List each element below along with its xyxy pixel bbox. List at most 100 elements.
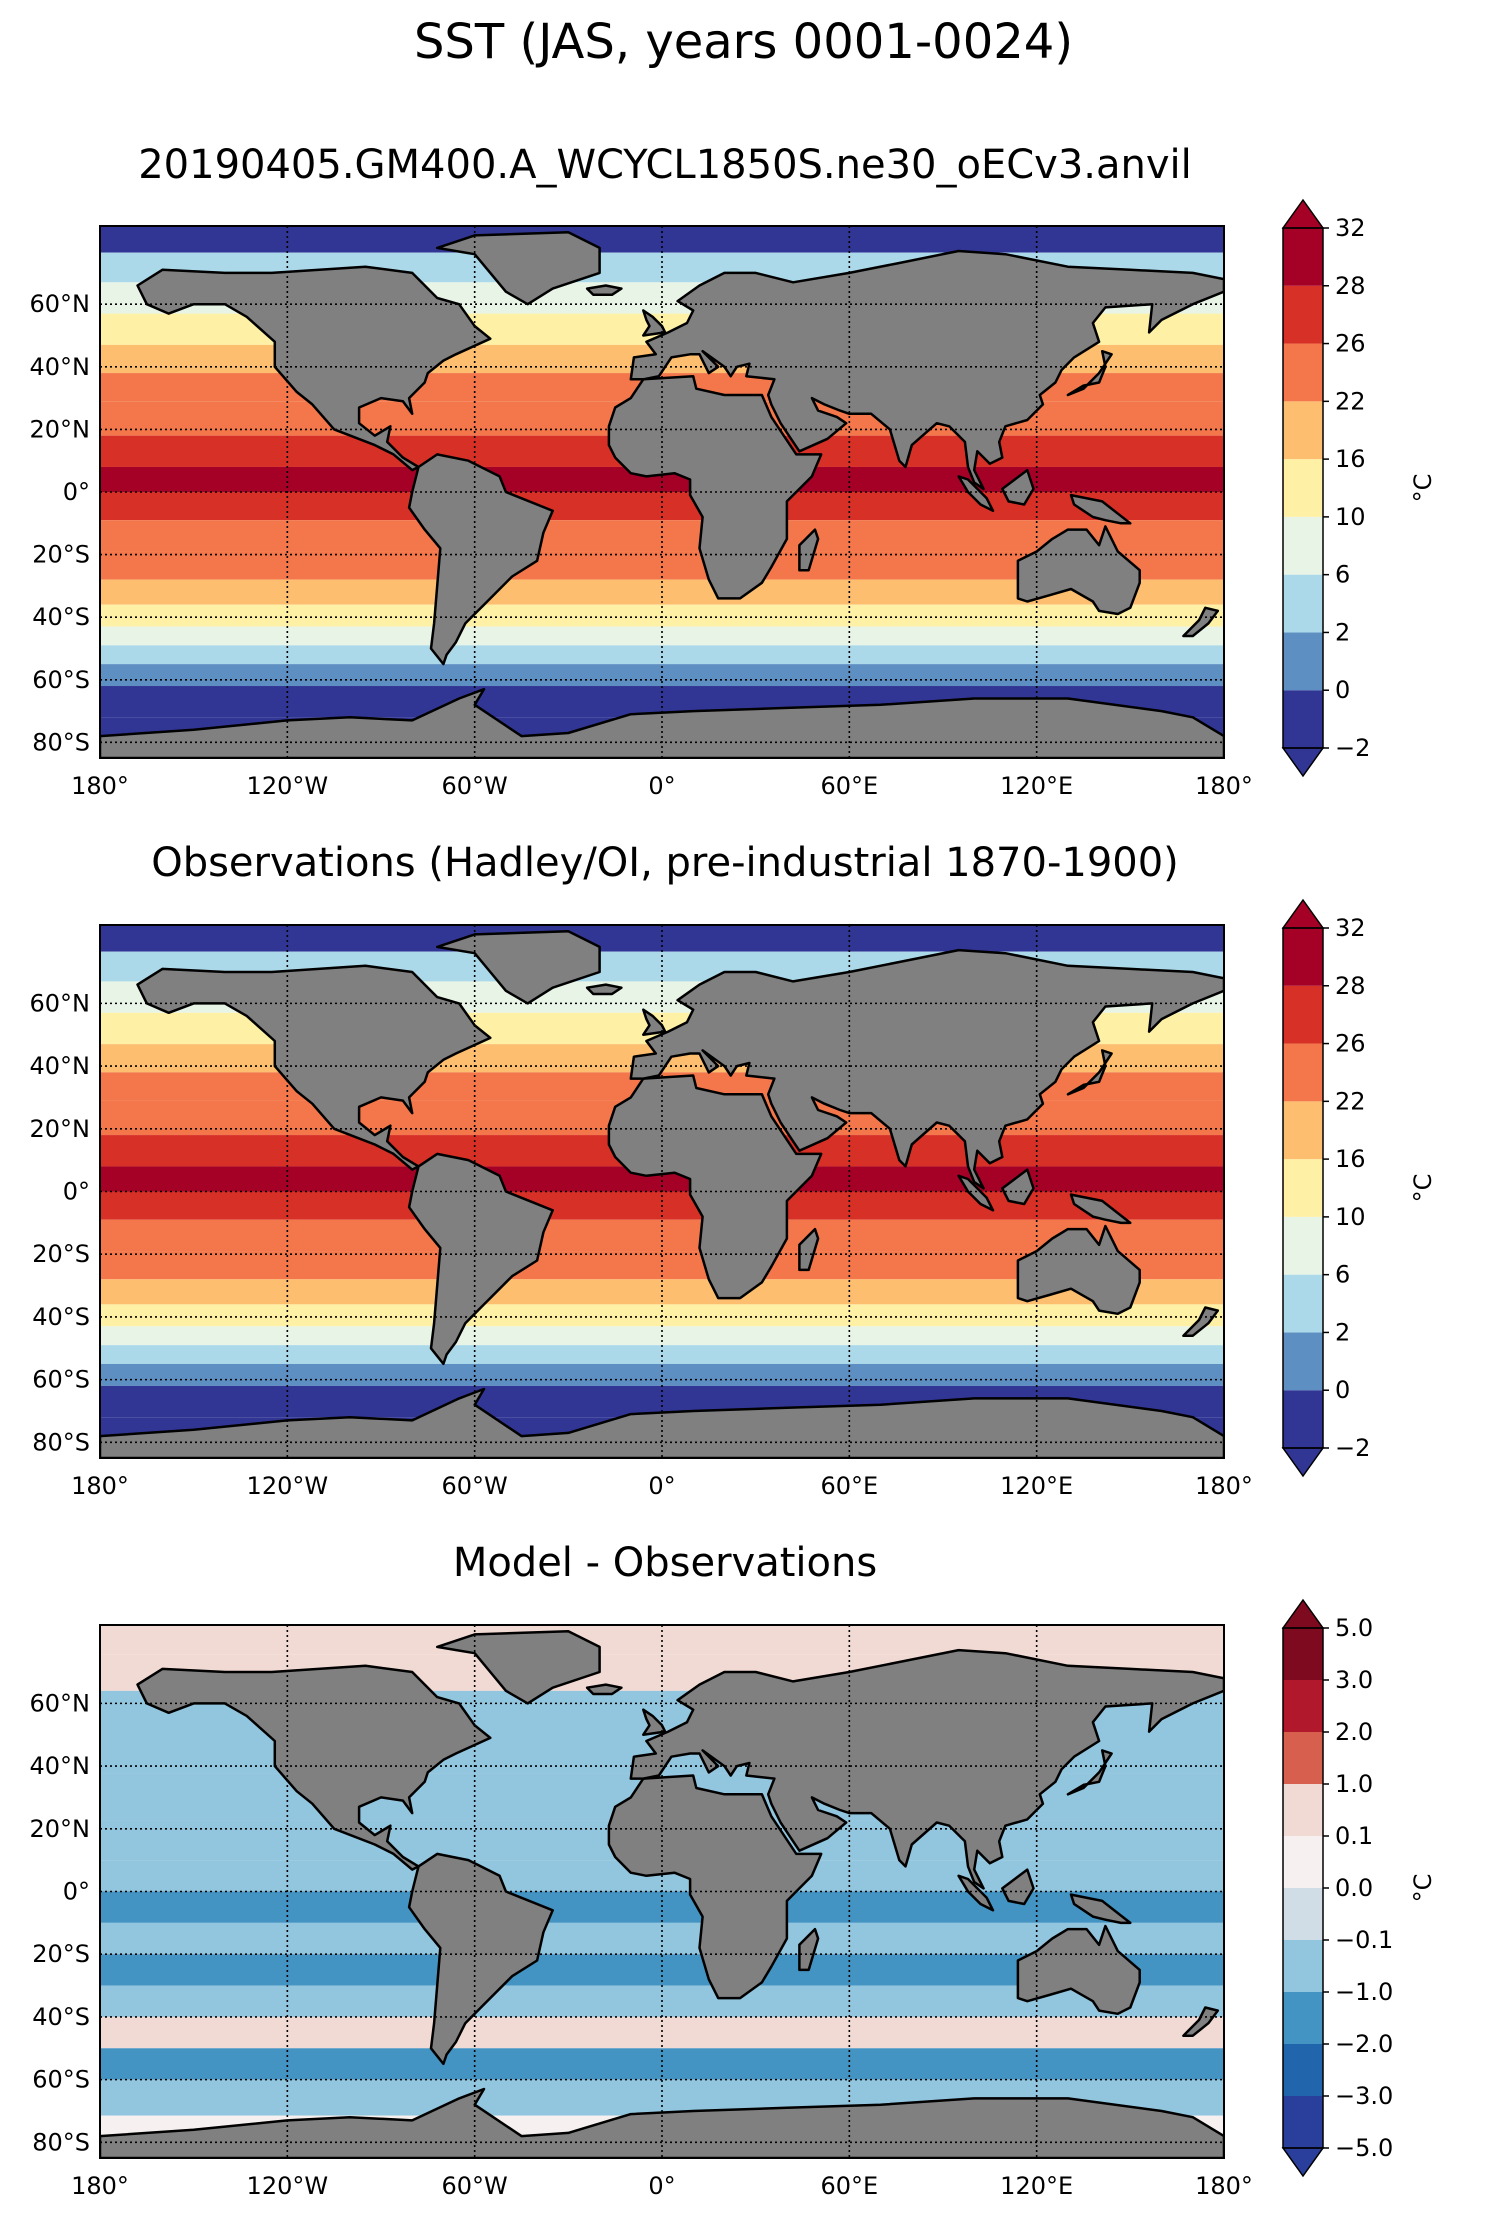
landmass-north-america xyxy=(136,964,492,1171)
landmass-north-america xyxy=(136,265,492,472)
y-tick-label: 20°N xyxy=(30,1815,91,1843)
colorbar-tick-label: 0.0 xyxy=(1335,1874,1373,1902)
y-tick-label: 40°S xyxy=(32,2003,90,2031)
sst-band xyxy=(100,226,1224,253)
colorbar-segment xyxy=(1283,1628,1323,1680)
landmass-britain xyxy=(642,309,667,337)
x-tick-label: 0° xyxy=(648,1472,675,1500)
colorbar-tick-label: −2.0 xyxy=(1335,2030,1393,2058)
landmass-borneo xyxy=(1001,1868,1035,1906)
colorbar-frame xyxy=(1282,227,1324,749)
y-tick-label: 20°S xyxy=(32,1940,90,1968)
land xyxy=(100,930,1224,1458)
landmass-britain xyxy=(642,1708,667,1736)
colorbar-segment xyxy=(1283,1784,1323,1836)
landmass-new-guinea xyxy=(1069,493,1132,525)
colorbar-segment xyxy=(1283,228,1323,286)
map-frame xyxy=(99,924,1225,1459)
landmass-sumatra xyxy=(957,1874,995,1912)
panel-3-title: Model - Observations xyxy=(452,1540,878,1586)
colorbar-segment xyxy=(1283,1888,1323,1940)
colorbar-tick-label: −1.0 xyxy=(1335,1978,1393,2006)
x-tick-label: 60°W xyxy=(442,1472,508,1500)
landmass-greenland xyxy=(435,1630,601,1705)
y-tick-label: 40°S xyxy=(32,603,90,631)
x-tick-label: 60°E xyxy=(820,772,878,800)
colorbar-tick-label: 0 xyxy=(1335,1376,1350,1404)
colorbar-segment xyxy=(1283,516,1323,575)
sst-band xyxy=(100,1345,1224,1364)
landmass-south-america xyxy=(407,1152,554,1366)
landmass-borneo xyxy=(1001,468,1035,506)
x-tick-label: 120°E xyxy=(1000,2172,1073,2200)
y-tick-label: 40°S xyxy=(32,1303,90,1331)
sst-band xyxy=(100,1922,1224,1955)
landmass-australia xyxy=(1016,525,1141,616)
colorbar-tick-label: 6 xyxy=(1335,561,1350,589)
sst-band xyxy=(100,925,1224,952)
colorbar-segment xyxy=(1283,343,1323,402)
colorbar-segment xyxy=(1283,1992,1323,2044)
y-tick-label: 60°S xyxy=(32,666,90,694)
x-tick-label: 120°W xyxy=(247,1472,329,1500)
x-tick-label: 180° xyxy=(71,772,129,800)
y-tick-label: 40°N xyxy=(30,1752,91,1780)
colorbar-segment xyxy=(1283,574,1323,633)
colorbar-tick-label: 2 xyxy=(1335,1318,1350,1346)
x-tick-label: 120°E xyxy=(1000,772,1073,800)
landmass-iceland xyxy=(585,1683,623,1696)
y-tick-label: 80°S xyxy=(32,2128,90,2156)
y-tick-label: 20°S xyxy=(32,541,90,569)
x-tick-label: 120°W xyxy=(247,772,329,800)
landmass-new-zealand xyxy=(1182,2006,1220,2037)
colorbar-tick-label: 0.1 xyxy=(1335,1822,1373,1850)
landmass-new-guinea xyxy=(1069,1193,1132,1225)
x-tick-label: 60°E xyxy=(820,1472,878,1500)
y-tick-label: 60°N xyxy=(30,989,91,1017)
y-tick-label: 0° xyxy=(63,478,90,506)
colorbar-segment xyxy=(1283,632,1323,691)
colorbar-tick-label: −2 xyxy=(1335,1434,1370,1462)
x-tick-label: 180° xyxy=(71,2172,129,2200)
land xyxy=(100,231,1224,758)
colorbar-tick-label: 6 xyxy=(1335,1261,1350,1289)
colorbar-segment xyxy=(1283,1390,1323,1448)
landmass-britain xyxy=(642,1008,667,1036)
colorbar-frame xyxy=(1282,927,1324,1449)
colorbar-segment xyxy=(1283,985,1323,1044)
colorbar-segment xyxy=(1283,459,1323,517)
colorbar-segment xyxy=(1283,690,1323,748)
landmass-borneo xyxy=(1001,1168,1035,1206)
colorbar-segment xyxy=(1283,1101,1323,1160)
y-tick-label: 0° xyxy=(63,1178,90,1206)
colorbar-tick-label: 0 xyxy=(1335,676,1350,704)
colorbar-tick-label: 3.0 xyxy=(1335,1666,1373,1694)
x-tick-label: 0° xyxy=(648,772,675,800)
colorbar-tick-label: 2.0 xyxy=(1335,1718,1373,1746)
colorbar-tick-label: −3.0 xyxy=(1335,2082,1393,2110)
colorbar-tick-label: 22 xyxy=(1335,387,1366,415)
landmass-antarctica xyxy=(100,1387,1224,1458)
map-frame xyxy=(99,225,1225,759)
colorbar-segment xyxy=(1283,928,1323,986)
colorbar-label: °C xyxy=(1409,474,1437,503)
colorbar-tick-label: 32 xyxy=(1335,914,1366,942)
colorbar: −5.0 −3.0 −2.0 −1.0 −0.1 0.0 0.1 1.0 2.0 3.0 5.0 °C xyxy=(1281,1598,1437,2178)
x-tick-label: 180° xyxy=(1195,2172,1253,2200)
colorbar-tick-label: −0.1 xyxy=(1335,1926,1393,1954)
panel-1-title: 20190405.GM400.A_WCYCL1850S.ne30_oECv3.a… xyxy=(138,142,1192,188)
landmass-sumatra xyxy=(957,475,995,513)
landmass-madagascar xyxy=(798,1927,820,1972)
colorbar-segment xyxy=(1283,2044,1323,2096)
x-tick-label: 120°E xyxy=(1000,1472,1073,1500)
landmass-north-america xyxy=(136,1664,492,1871)
x-tick-label: 120°W xyxy=(247,2172,329,2200)
colorbar-segment xyxy=(1283,1043,1323,1102)
colorbar-tick-label: 26 xyxy=(1335,330,1366,358)
landmass-iceland xyxy=(585,983,623,996)
y-tick-label: 0° xyxy=(63,1878,90,1906)
